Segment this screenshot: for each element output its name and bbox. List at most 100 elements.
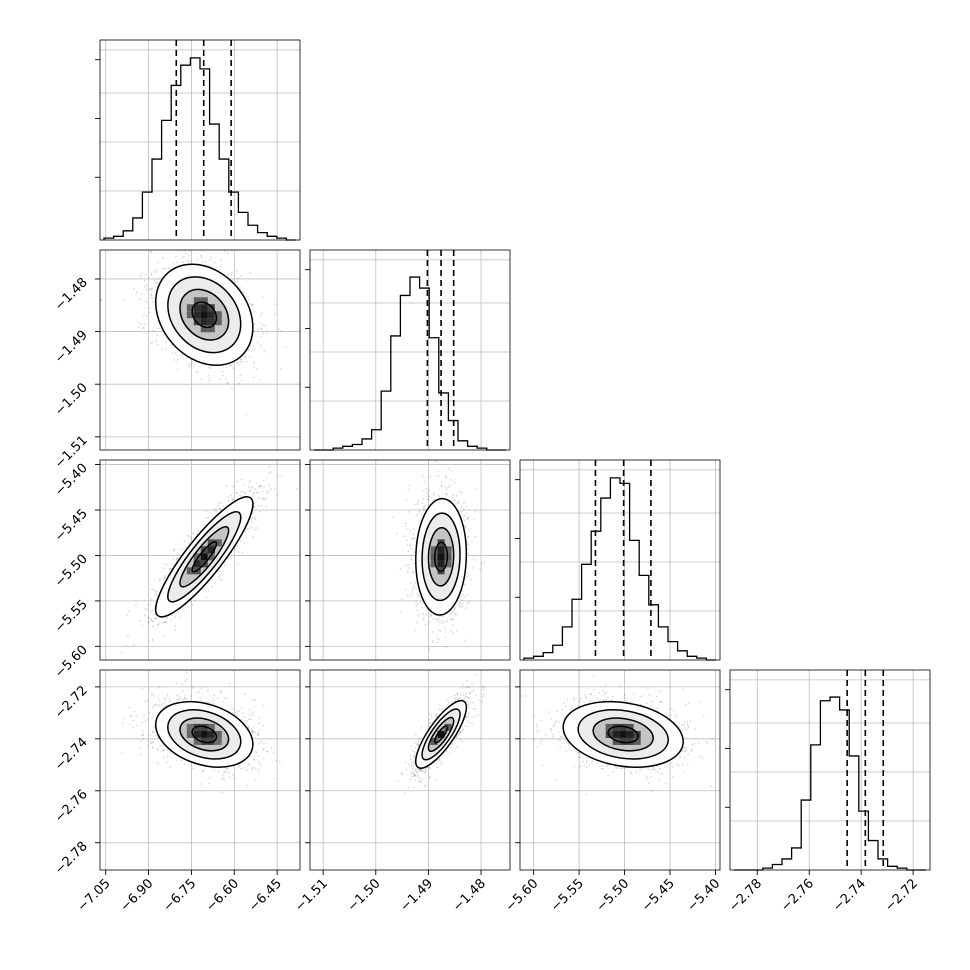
sample-point bbox=[249, 490, 252, 492]
sample-point bbox=[244, 693, 246, 695]
sample-point bbox=[257, 754, 260, 757]
sample-point bbox=[220, 258, 223, 261]
sample-point bbox=[295, 488, 298, 490]
sample-point bbox=[151, 639, 154, 642]
histogram-panel-2 bbox=[305, 249, 511, 451]
sample-point bbox=[143, 280, 146, 282]
sample-point bbox=[225, 377, 227, 380]
sample-point bbox=[262, 480, 265, 482]
sample-point bbox=[247, 764, 249, 767]
contour-line bbox=[191, 301, 218, 329]
sample-point bbox=[245, 360, 248, 363]
sample-point bbox=[424, 605, 426, 608]
sample-point bbox=[259, 484, 262, 487]
density-content bbox=[100, 246, 300, 450]
sample-point bbox=[412, 572, 414, 575]
sample-point bbox=[164, 621, 167, 623]
sample-point bbox=[152, 301, 155, 304]
density-cell bbox=[437, 553, 445, 561]
sample-point bbox=[211, 701, 214, 704]
density-cell bbox=[186, 567, 194, 575]
sample-point bbox=[132, 287, 135, 290]
sample-point bbox=[137, 325, 140, 328]
sample-point bbox=[427, 489, 430, 492]
sample-point bbox=[253, 491, 256, 494]
contour-line bbox=[179, 526, 230, 588]
sample-point bbox=[206, 701, 209, 704]
sample-point bbox=[147, 621, 150, 624]
sample-point bbox=[151, 620, 154, 622]
sample-point bbox=[153, 703, 156, 706]
sample-point bbox=[266, 491, 269, 494]
sample-point bbox=[411, 589, 414, 592]
sample-point bbox=[213, 508, 215, 510]
sample-point bbox=[414, 582, 416, 584]
sample-point bbox=[450, 618, 453, 620]
sample-point bbox=[219, 570, 221, 573]
sample-point bbox=[449, 484, 451, 487]
sample-point bbox=[253, 348, 256, 351]
sample-point bbox=[207, 589, 210, 592]
sample-point bbox=[438, 621, 441, 623]
density-cell bbox=[193, 304, 201, 312]
sample-point bbox=[279, 330, 282, 332]
sample-point bbox=[229, 364, 232, 367]
density-cell bbox=[193, 553, 201, 561]
sample-point bbox=[172, 558, 175, 561]
sample-point bbox=[139, 298, 141, 300]
density-cell bbox=[437, 546, 445, 554]
sample-point bbox=[259, 763, 262, 766]
sample-point bbox=[474, 535, 477, 538]
sample-point bbox=[237, 562, 239, 565]
sample-point bbox=[251, 714, 253, 717]
sample-point bbox=[151, 692, 154, 695]
sample-point bbox=[412, 537, 415, 539]
sample-point bbox=[422, 509, 425, 512]
histogram-step bbox=[314, 276, 506, 451]
sample-point bbox=[464, 583, 466, 586]
sample-point bbox=[466, 572, 468, 574]
sample-point bbox=[156, 261, 159, 264]
sample-point bbox=[189, 260, 191, 263]
sample-point bbox=[230, 364, 232, 367]
y-tick-label: −1.50 bbox=[52, 380, 91, 419]
sample-point bbox=[227, 246, 229, 248]
sample-point bbox=[152, 625, 154, 628]
sample-point bbox=[421, 606, 424, 609]
sample-point bbox=[408, 484, 411, 487]
sample-point bbox=[143, 714, 145, 716]
sample-point bbox=[239, 374, 242, 377]
sample-point bbox=[411, 559, 414, 561]
density-cell bbox=[200, 297, 208, 305]
sample-point bbox=[126, 614, 128, 617]
sample-point bbox=[231, 708, 234, 711]
sample-point bbox=[150, 272, 152, 275]
sample-point bbox=[414, 587, 417, 589]
sample-point bbox=[208, 379, 211, 382]
sample-point bbox=[268, 472, 270, 475]
sample-point bbox=[215, 510, 217, 513]
sample-point bbox=[151, 287, 154, 290]
sample-point bbox=[231, 387, 233, 390]
sample-point bbox=[155, 617, 158, 619]
sample-point bbox=[176, 358, 179, 361]
sample-point bbox=[228, 272, 230, 275]
sample-point bbox=[134, 604, 137, 607]
sample-point bbox=[230, 273, 233, 276]
sample-point bbox=[162, 621, 164, 624]
sample-point bbox=[219, 507, 221, 510]
sample-point bbox=[251, 512, 254, 515]
sample-point bbox=[459, 602, 462, 605]
sample-point bbox=[232, 485, 235, 488]
sample-point bbox=[177, 553, 180, 556]
sample-point bbox=[236, 270, 238, 272]
sample-point bbox=[174, 351, 177, 354]
sample-point bbox=[461, 589, 464, 592]
sample-point bbox=[255, 367, 258, 370]
sample-point bbox=[175, 558, 178, 560]
panel-frame bbox=[729, 669, 931, 871]
sample-point bbox=[222, 777, 225, 780]
sample-point bbox=[199, 696, 202, 699]
sample-point bbox=[173, 263, 175, 265]
sample-point bbox=[136, 724, 138, 727]
